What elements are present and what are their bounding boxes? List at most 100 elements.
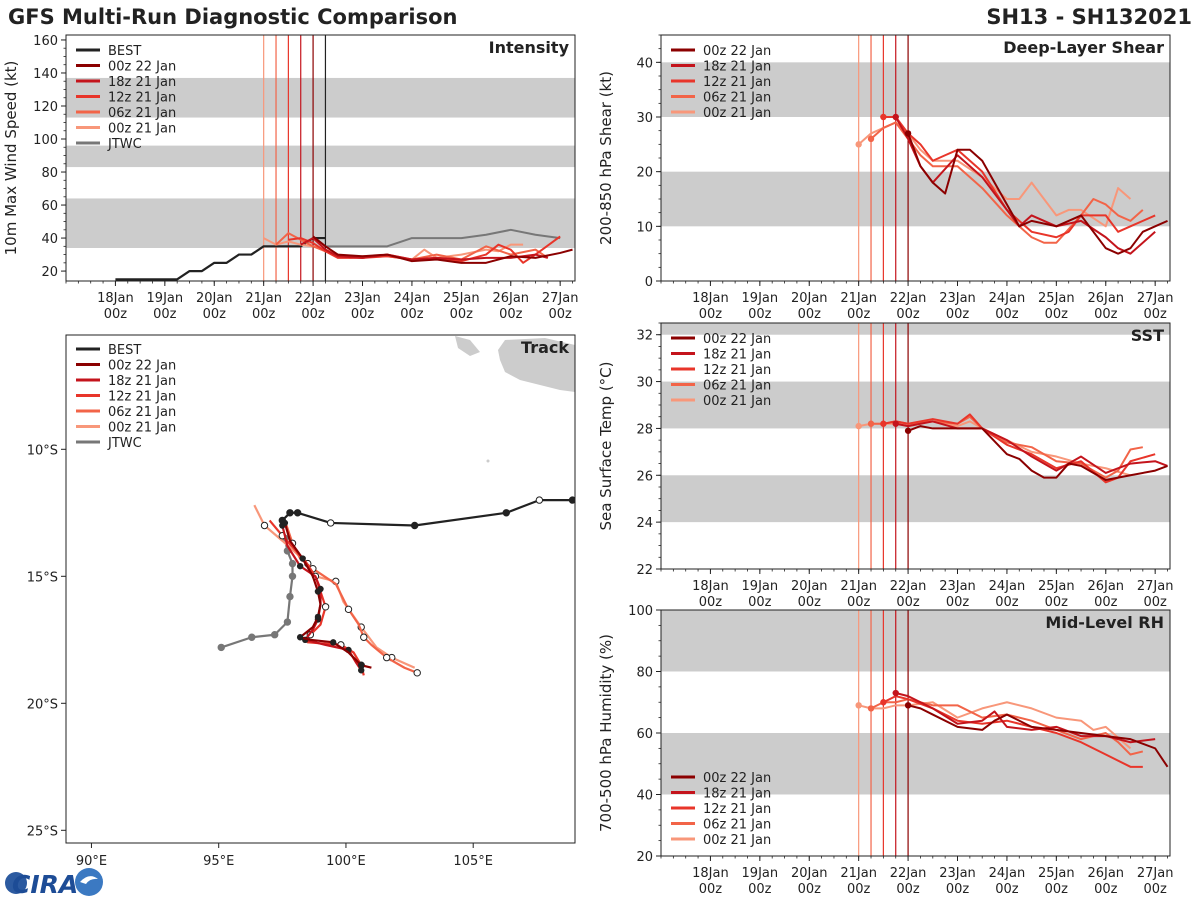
rh-xtick-day-label: 20Jan [791, 866, 828, 881]
sst-series-line-18z-21-jan [895, 420, 1168, 474]
track-point [260, 521, 269, 530]
intensity-ytick-label: 160 [33, 34, 58, 49]
track-xtick-label: 105°E [453, 854, 493, 869]
shear-xtick-day-label: 19Jan [742, 291, 779, 306]
track-legend-label: 18z 21 Jan [108, 374, 176, 389]
shear-series-start-point [904, 130, 912, 137]
shear-xtick-hour-label: 00z [798, 307, 822, 322]
rh-xtick-day-label: 25Jan [1038, 866, 1075, 881]
rh-series-line-12z-21-jan [882, 695, 1143, 768]
track-line-jtwc [220, 537, 294, 649]
track-point [248, 633, 256, 641]
cira-logo-swirl-arm-icon [80, 876, 98, 884]
sst-xtick-hour-label: 00z [1094, 595, 1118, 610]
land-sumatra-icon [498, 338, 575, 392]
sst-xtick-hour-label: 00z [798, 595, 822, 610]
rh-series-start-point [904, 702, 912, 709]
intensity-xtick-day-label: 26Jan [492, 291, 529, 306]
cira-logo-text: CIRA [12, 870, 78, 899]
intensity-ytick-label: 20 [41, 265, 58, 280]
rh-xtick-hour-label: 00z [699, 882, 723, 897]
sst-legend-label: 06z 21 Jan [703, 379, 771, 394]
sst-xtick-day-label: 27Jan [1137, 579, 1174, 594]
sst-xtick-day-label: 18Jan [692, 579, 729, 594]
intensity-xtick-hour-label: 00z [548, 307, 572, 322]
rh-xtick-hour-label: 00z [1143, 882, 1167, 897]
track-point [314, 613, 322, 621]
track-point [283, 618, 292, 626]
shear-series-start-point [867, 135, 875, 143]
sst-series-group [855, 413, 1168, 484]
rh-legend-label: 12z 21 Jan [703, 802, 771, 817]
shear-ylabel: 200-850 hPa Shear (kt) [597, 71, 615, 245]
intensity-legend-label: BEST [108, 44, 141, 59]
shear-series-group [855, 113, 1168, 255]
track-point [286, 509, 294, 517]
shear-xtick-day-label: 20Jan [791, 291, 828, 306]
intensity-xtick-day-label: 20Jan [196, 291, 233, 306]
sst-ytick-label: 32 [636, 329, 653, 344]
sst-xtick-hour-label: 00z [748, 595, 772, 610]
intensity-ytick-label: 80 [41, 166, 58, 181]
rh-xtick-hour-label: 00z [847, 882, 871, 897]
sst-frame [660, 322, 1171, 570]
track-point [502, 509, 510, 517]
shear-xtick-hour-label: 00z [748, 307, 772, 322]
track-point [296, 562, 304, 570]
rh-xtick-hour-label: 00z [748, 882, 772, 897]
shear-xtick-hour-label: 00z [1094, 307, 1118, 322]
rh-ytick-label: 100 [628, 604, 653, 619]
intensity-ytick-label: 100 [33, 133, 58, 148]
intensity-series-group [115, 228, 573, 281]
track-point [410, 521, 419, 530]
intensity-ytick-label: 140 [33, 67, 58, 82]
rh-series-start-point [855, 702, 862, 709]
rh-series-start-point [892, 689, 899, 697]
intensity-xtick-day-label: 19Jan [147, 291, 184, 306]
shear-legend-label: 12z 21 Jan [703, 75, 771, 90]
track-point [358, 667, 365, 674]
sst-xtick-hour-label: 00z [847, 595, 871, 610]
rh-xtick-day-label: 19Jan [742, 866, 779, 881]
sst-series-line-00z-22-jan [907, 425, 1168, 481]
rh-legend-label: 06z 21 Jan [703, 818, 771, 833]
shear-band [661, 62, 1170, 117]
sst-xtick-day-label: 25Jan [1038, 579, 1075, 594]
track-point [344, 605, 353, 614]
shear-series-start-point [880, 113, 887, 121]
shear-band [661, 171, 1170, 227]
track-panel: 90°E 95°E 100°E 105°E 10°S 15°S 20°S 25°S Track B… [27, 334, 576, 869]
shear-series-start-point [855, 141, 862, 148]
rh-series-line-00z-22-jan [907, 704, 1169, 768]
rh-xtick-day-label: 27Jan [1137, 866, 1174, 881]
rh-series-line-00z-21-jan [858, 701, 1132, 750]
sst-xtick-day-label: 19Jan [742, 579, 779, 594]
track-xtick-label: 100°E [326, 854, 366, 869]
shear-xtick-hour-label: 00z [896, 307, 920, 322]
track-ytick-label: 25°S [27, 824, 58, 839]
rh-ytick-label: 60 [636, 727, 653, 742]
track-point [360, 633, 368, 641]
intensity-xtick-hour-label: 00z [450, 307, 474, 322]
shear-series-line-00z-22-jan [907, 133, 1168, 255]
shear-xtick-hour-label: 00z [699, 307, 723, 322]
shear-legend-label: 00z 21 Jan [703, 106, 771, 121]
intensity-frame [65, 34, 576, 282]
land-islet-icon [486, 459, 490, 463]
cira-logo-globe-icon [5, 872, 27, 894]
rh-legend-label: 00z 21 Jan [703, 833, 771, 848]
track-xtick-label: 95°E [203, 854, 234, 869]
track-legend-label: 00z 21 Jan [108, 421, 176, 436]
shear-ytick-label: 10 [636, 220, 653, 235]
sst-series-start-point [904, 427, 912, 434]
sst-ytick-label: 28 [636, 422, 653, 437]
intensity-xtick-hour-label: 00z [400, 307, 424, 322]
storm-id: SH13 - SH132021 [986, 5, 1192, 29]
shear-series-line-12z-21-jan [883, 116, 1156, 239]
intensity-legend-label: 12z 21 Jan [108, 91, 176, 106]
rh-series-group [855, 689, 1169, 768]
cira-logo: CIRA [5, 868, 103, 899]
intensity-band [66, 145, 575, 168]
rh-xtick-hour-label: 00z [798, 882, 822, 897]
track-legend-label: 06z 21 Jan [108, 405, 176, 420]
